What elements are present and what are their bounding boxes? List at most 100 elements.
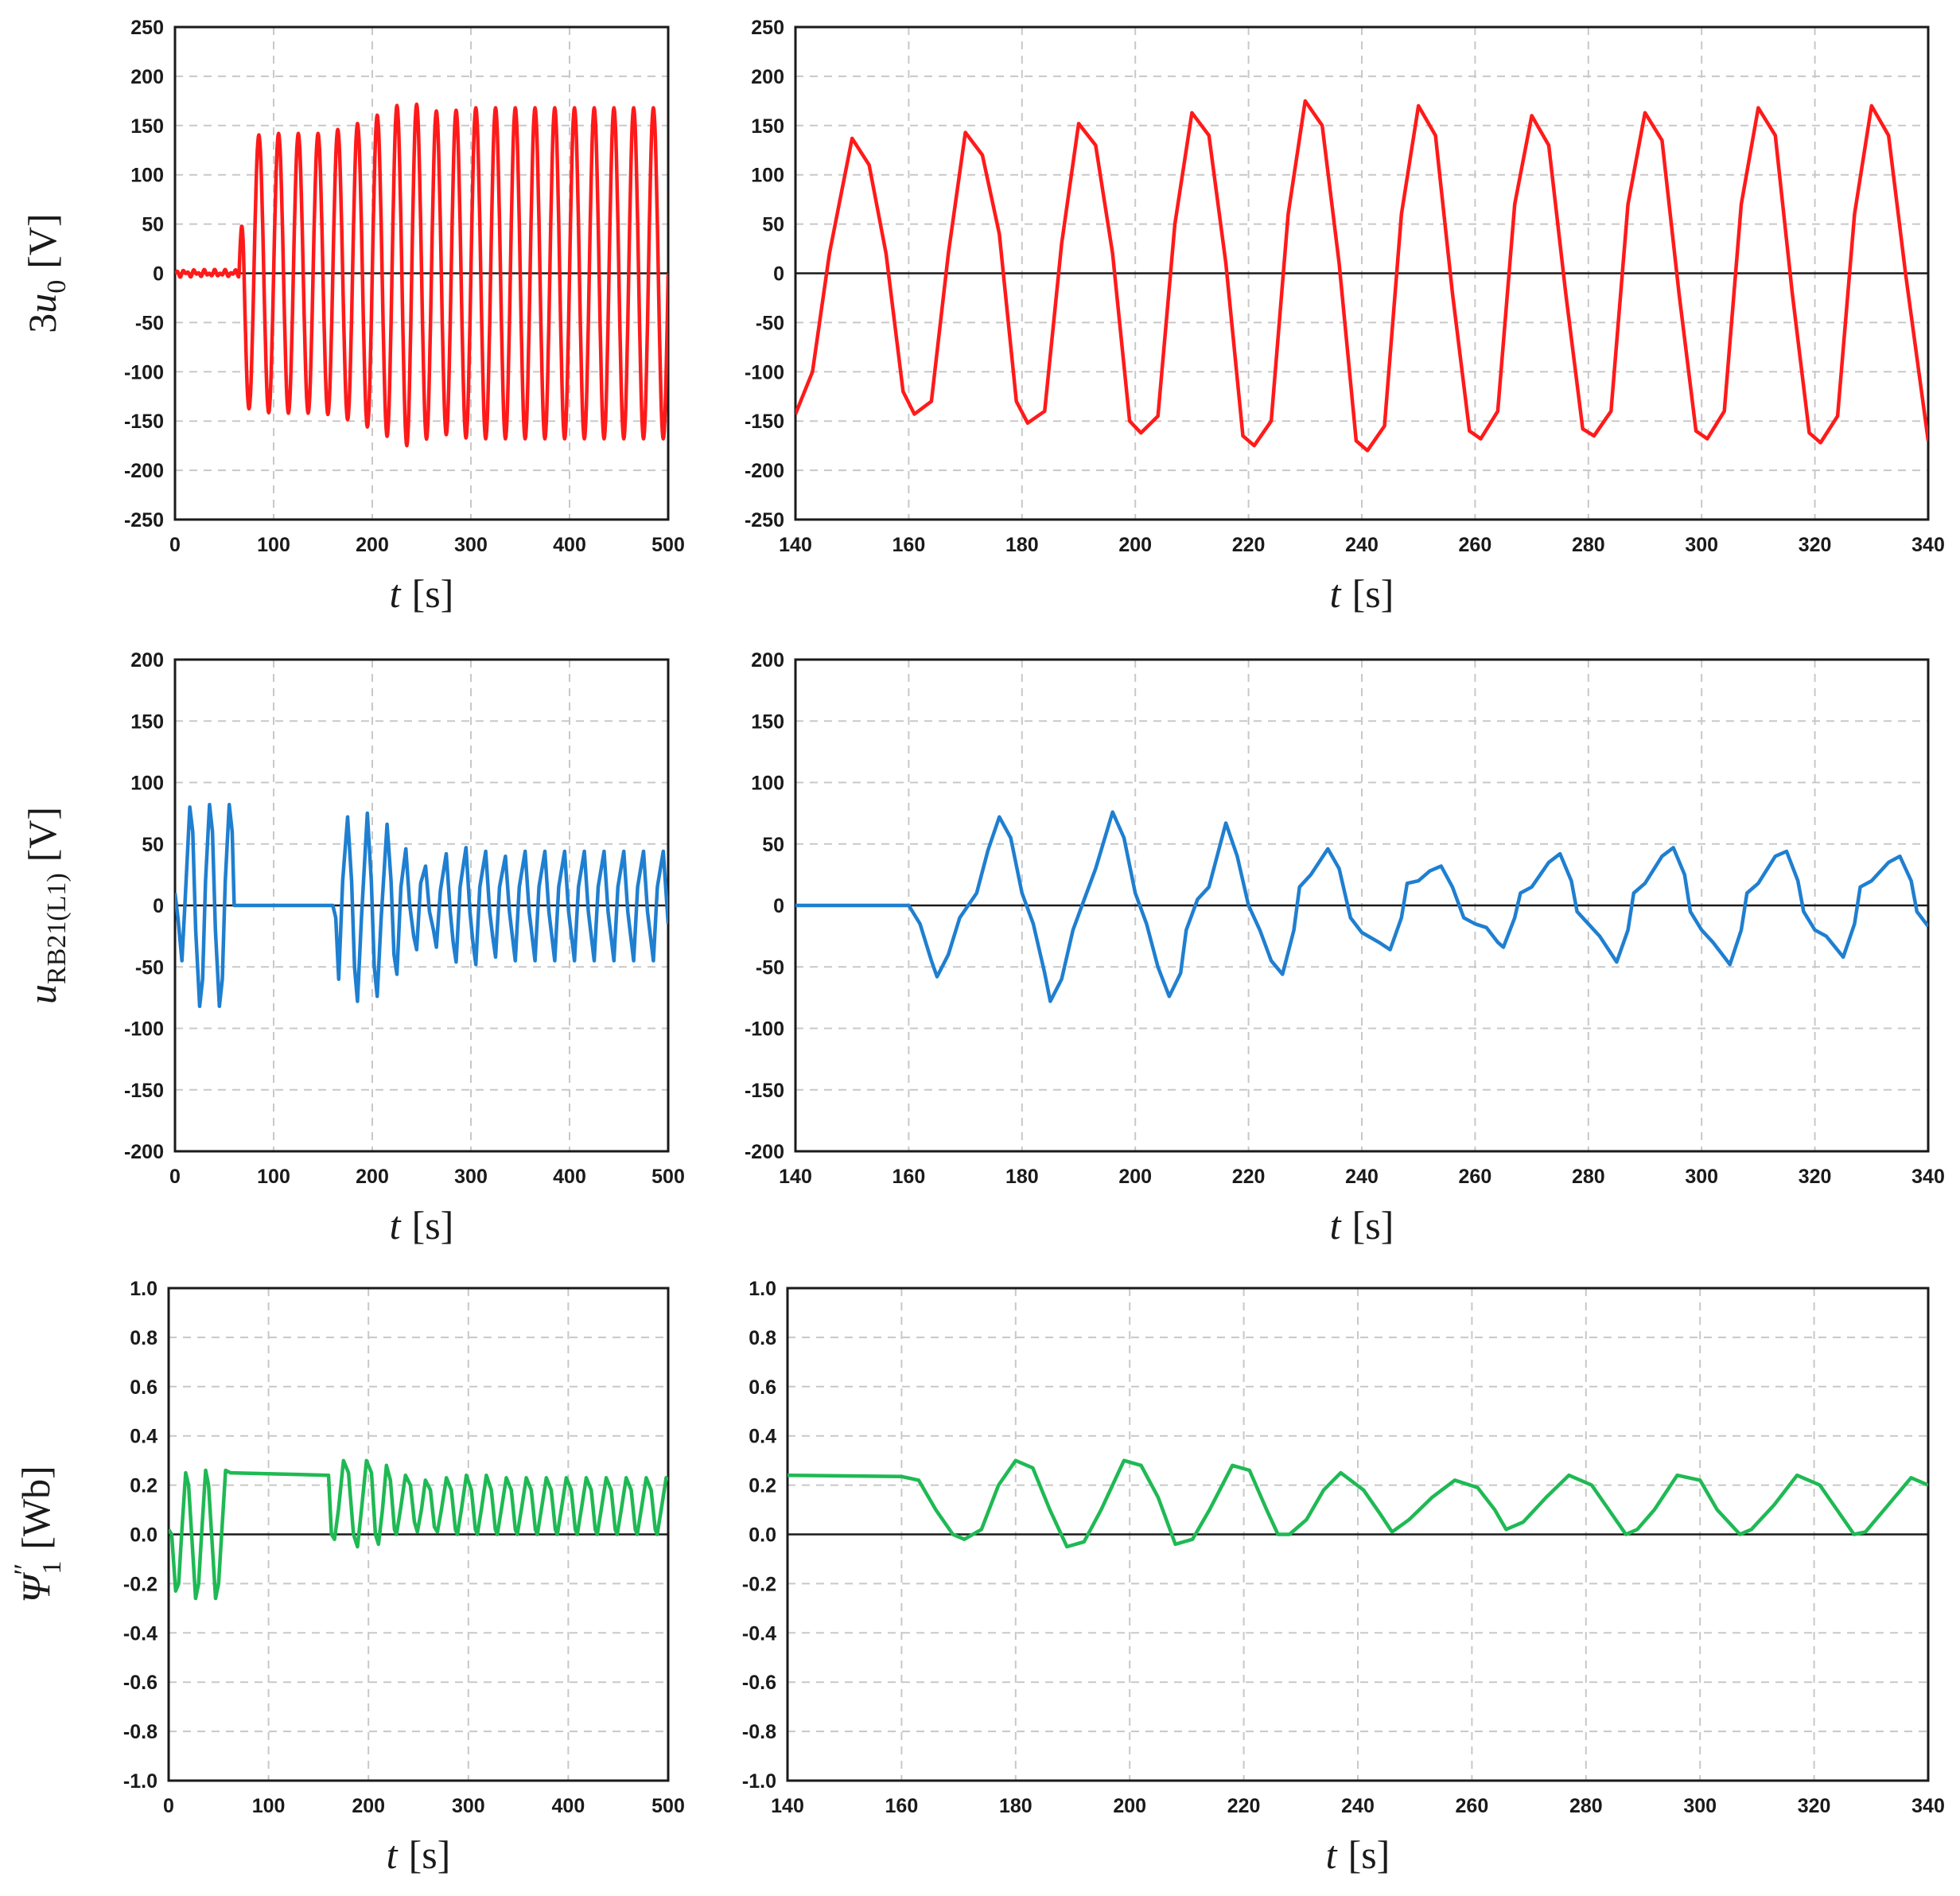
y-tick-label: -200 <box>124 1141 164 1163</box>
x-tick-label: 160 <box>892 534 926 556</box>
x-tick-label: 320 <box>1799 534 1832 556</box>
x-tick-label: 180 <box>1005 1166 1039 1188</box>
y-tick-label: -0.8 <box>742 1721 776 1743</box>
x-tick-label: 0 <box>169 1166 181 1188</box>
x-tick-label: 400 <box>552 1795 585 1817</box>
y-tick-label: 50 <box>142 214 164 236</box>
x-tick-label: 260 <box>1459 534 1492 556</box>
y-tick-label: 50 <box>142 834 164 856</box>
y-axis-unit: [V] <box>20 213 64 268</box>
y-tick-label: -100 <box>745 1018 784 1041</box>
y-axis-variable: u <box>20 984 64 1004</box>
y-axis-subscript: 0 <box>42 280 72 294</box>
x-tick-label: 500 <box>651 1795 685 1817</box>
y-tick-label: 100 <box>130 773 164 795</box>
y-tick-label: -150 <box>124 1080 164 1102</box>
y-tick-label: -50 <box>756 312 784 334</box>
y-tick-label: -50 <box>756 956 784 979</box>
x-tick-label: 180 <box>1005 534 1039 556</box>
x-tick-label: 500 <box>651 1166 685 1188</box>
x-tick-label: 300 <box>452 1795 485 1817</box>
x-axis-unit: [s] <box>409 1832 451 1877</box>
x-tick-label: 220 <box>1232 534 1266 556</box>
y-tick-label: 1.0 <box>749 1278 776 1300</box>
x-tick-label: 500 <box>651 534 685 556</box>
chart-middle-right: 140 160 180 200 220 240 260 280 300 320 340 200 150 1… <box>745 649 1945 1248</box>
y-tick-label: -250 <box>745 509 784 531</box>
y-tick-label: 0.6 <box>749 1376 776 1399</box>
x-axis-variable: t <box>390 571 402 616</box>
y-tick-label: 150 <box>130 711 164 733</box>
x-tick-label: 240 <box>1345 534 1379 556</box>
series-line <box>169 1458 668 1601</box>
x-tick-label: 240 <box>1341 1795 1375 1817</box>
series-line <box>175 102 668 448</box>
y-tick-label: -150 <box>745 1080 784 1102</box>
x-tick-label: 260 <box>1456 1795 1489 1817</box>
x-tick-label: 300 <box>454 534 488 556</box>
x-tick-label: 200 <box>1118 534 1152 556</box>
y-tick-label: -0.4 <box>742 1622 776 1645</box>
y-tick-label: -50 <box>135 956 164 979</box>
y-axis-unit: [V] <box>20 807 64 862</box>
y-tick-label: 0.2 <box>749 1475 776 1497</box>
y-tick-label: 200 <box>751 649 784 672</box>
chart-bottom-left: 0 100 200 300 400 500 1.0 0.8 0.6 0.4 0.2 0.0 -0.2 -0… <box>8 1278 685 1877</box>
chart-middle-left: 0 100 200 300 400 500200150100500-50-100-150-… <box>20 649 685 1248</box>
y-tick-label: -0.6 <box>123 1672 158 1694</box>
x-axis-variable: t <box>1326 1832 1338 1877</box>
y-axis-subscript: 1 <box>37 1561 67 1575</box>
x-axis-variable: t <box>1330 1203 1342 1248</box>
x-axis-unit: [s] <box>412 1203 454 1248</box>
y-axis-subscript: RB21(L1) <box>42 873 72 984</box>
chart-top-left: 0 100 200 300 400 500250200150100500-50-100-1… <box>20 17 685 616</box>
y-axis-label: uRB21(L1) [V] <box>20 807 72 1004</box>
y-tick-label: -1.0 <box>742 1770 776 1793</box>
y-tick-label: 100 <box>751 773 784 795</box>
y-tick-label: -0.6 <box>742 1672 776 1694</box>
y-tick-label: -200 <box>745 1141 784 1163</box>
x-tick-label: 320 <box>1799 1166 1832 1188</box>
y-tick-label: -0.8 <box>123 1721 158 1743</box>
x-tick-label: 200 <box>356 1166 389 1188</box>
x-tick-label: 240 <box>1345 1166 1379 1188</box>
x-axis-unit: [s] <box>1348 1832 1390 1877</box>
y-tick-label: -100 <box>124 361 164 383</box>
y-tick-label: 0.8 <box>749 1327 776 1349</box>
y-tick-label: 0.2 <box>130 1475 158 1497</box>
y-tick-label: 150 <box>130 115 164 138</box>
series-line <box>175 803 668 1008</box>
x-tick-label: 340 <box>1911 1166 1945 1188</box>
series-line <box>795 810 1928 1003</box>
y-tick-label: -50 <box>135 312 164 334</box>
y-tick-label: 0 <box>773 895 784 917</box>
x-tick-label: 300 <box>454 1166 488 1188</box>
x-tick-label: 0 <box>169 534 181 556</box>
x-tick-label: 320 <box>1798 1795 1831 1817</box>
y-tick-label: 250 <box>751 17 784 39</box>
x-tick-label: 0 <box>163 1795 174 1817</box>
x-tick-label: 160 <box>885 1795 919 1817</box>
y-axis-variable: u <box>20 294 64 313</box>
y-axis-label: 3u0 [V] <box>20 213 72 333</box>
x-tick-label: 140 <box>771 1795 804 1817</box>
chart-top-right: 140 160 180 200 220 240 260 280 300 320 340 250 200 1… <box>745 17 1945 616</box>
x-tick-label: 300 <box>1685 1166 1718 1188</box>
y-tick-label: -100 <box>124 1018 164 1041</box>
y-axis-prefix: 3 <box>20 313 64 333</box>
x-tick-label: 400 <box>553 1166 586 1188</box>
x-tick-label: 140 <box>779 1166 812 1188</box>
x-tick-label: 280 <box>1569 1795 1603 1817</box>
x-tick-label: 140 <box>779 534 812 556</box>
x-tick-label: 200 <box>356 534 389 556</box>
y-tick-label: 0.8 <box>130 1327 158 1349</box>
y-tick-label: -100 <box>745 361 784 383</box>
x-tick-label: 300 <box>1685 534 1718 556</box>
x-tick-label: 260 <box>1459 1166 1492 1188</box>
y-tick-label: 250 <box>130 17 164 39</box>
series-line <box>795 99 1928 453</box>
y-tick-label: 0.4 <box>130 1426 158 1448</box>
y-tick-label: 0.0 <box>130 1524 158 1547</box>
x-tick-label: 160 <box>892 1166 926 1188</box>
y-tick-label: 200 <box>130 649 164 672</box>
